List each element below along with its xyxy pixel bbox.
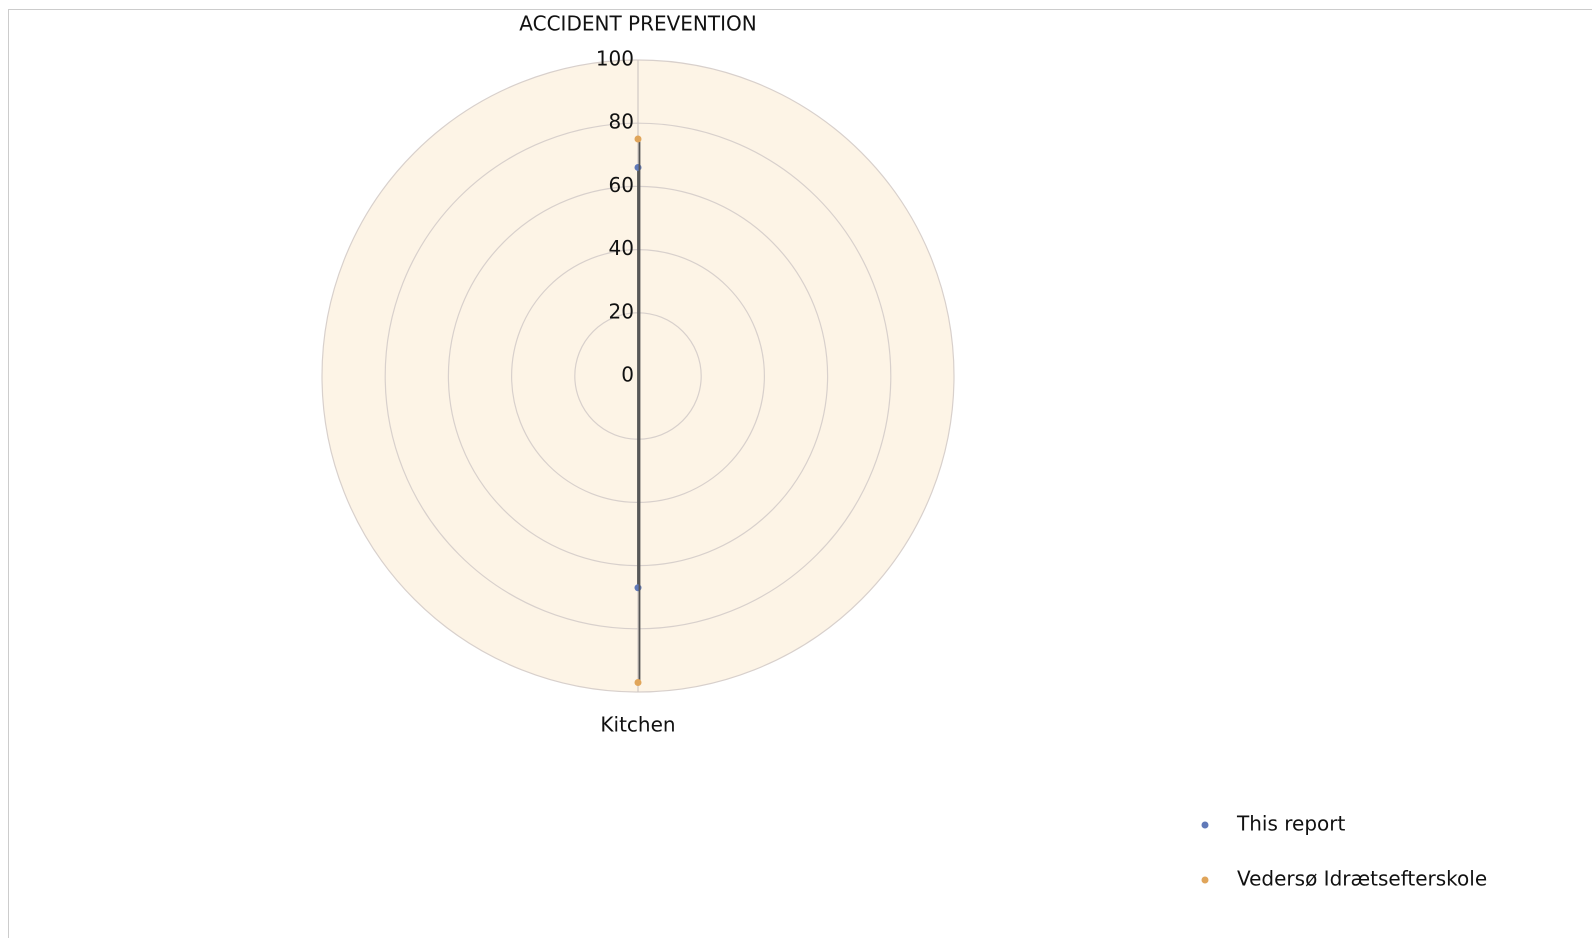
y-tick-label: 100	[596, 47, 634, 71]
y-tick-label: 80	[609, 110, 634, 134]
y-tick-label: 40	[609, 236, 634, 260]
legend-marker	[1201, 821, 1209, 829]
legend-label: Vedersø Idrætsefterskole	[1237, 867, 1487, 891]
chart-frame	[8, 9, 1592, 938]
y-tick-label: 20	[609, 299, 634, 323]
legend-label: This report	[1236, 812, 1345, 836]
category-label: Kitchen	[600, 713, 675, 737]
series-marker	[634, 679, 642, 687]
y-tick-label: 0	[621, 363, 634, 387]
series-marker	[634, 135, 642, 143]
legend-marker	[1201, 876, 1209, 884]
series-marker	[634, 163, 642, 171]
chart-title: ACCIDENT PREVENTION	[519, 12, 756, 36]
series-marker	[634, 584, 642, 592]
y-tick-label: 60	[609, 173, 634, 197]
